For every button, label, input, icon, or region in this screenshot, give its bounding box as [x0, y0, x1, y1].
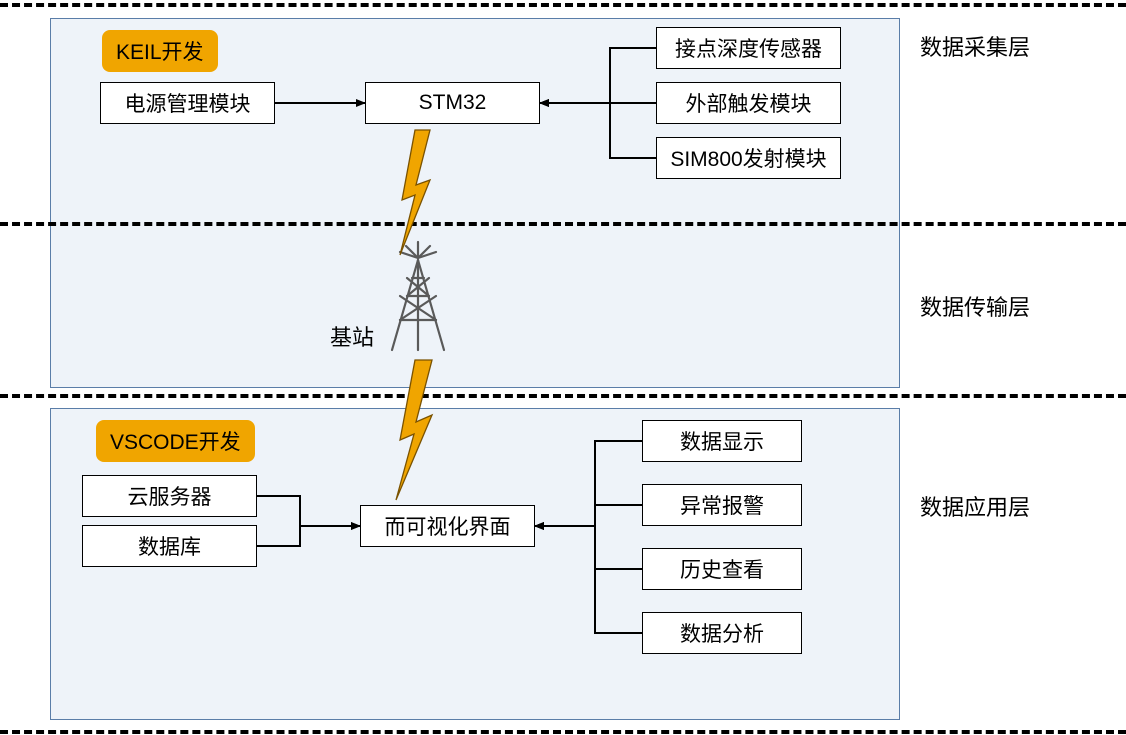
badge-keil: KEIL开发 [102, 30, 218, 72]
box-sim800: SIM800发射模块 [656, 137, 841, 179]
badge-vscode: VSCODE开发 [96, 420, 255, 462]
box-ui: 而可视化界面 [360, 505, 535, 547]
box-cloud: 云服务器 [82, 475, 257, 517]
box-history: 历史查看 [642, 548, 802, 590]
badge-vscode-label: VSCODE开发 [110, 431, 241, 454]
hdash-4 [0, 730, 1126, 734]
layer-label-transmit: 数据传输层 [920, 290, 1030, 322]
box-display-label: 数据显示 [680, 426, 764, 456]
diagram-canvas: KEIL开发 VSCODE开发 数据采集层 数据传输层 数据应用层 基站 电源管… [0, 0, 1126, 735]
panel-top [50, 18, 900, 388]
box-cloud-label: 云服务器 [128, 481, 212, 511]
box-stm32-label: STM32 [419, 91, 487, 115]
box-db: 数据库 [82, 525, 257, 567]
box-display: 数据显示 [642, 420, 802, 462]
box-depth: 接点深度传感器 [656, 27, 841, 69]
box-sim800-label: SIM800发射模块 [670, 143, 826, 173]
box-trigger-label: 外部触发模块 [686, 88, 812, 118]
layer-label-app: 数据应用层 [920, 490, 1030, 522]
box-power: 电源管理模块 [100, 82, 275, 124]
box-power-label: 电源管理模块 [125, 88, 251, 118]
box-alarm: 异常报警 [642, 484, 802, 526]
base-station-label: 基站 [330, 320, 374, 352]
hdash-3 [0, 394, 1126, 398]
box-trigger: 外部触发模块 [656, 82, 841, 124]
box-history-label: 历史查看 [680, 554, 764, 584]
badge-keil-label: KEIL开发 [116, 41, 204, 64]
hdash-2 [0, 222, 1126, 226]
hdash-1 [0, 3, 1126, 7]
box-stm32: STM32 [365, 82, 540, 124]
box-analysis-label: 数据分析 [680, 618, 764, 648]
box-alarm-label: 异常报警 [680, 490, 764, 520]
box-ui-label: 而可视化界面 [385, 511, 511, 541]
layer-label-collect: 数据采集层 [920, 30, 1030, 62]
box-depth-label: 接点深度传感器 [675, 33, 822, 63]
box-analysis: 数据分析 [642, 612, 802, 654]
box-db-label: 数据库 [138, 531, 201, 561]
